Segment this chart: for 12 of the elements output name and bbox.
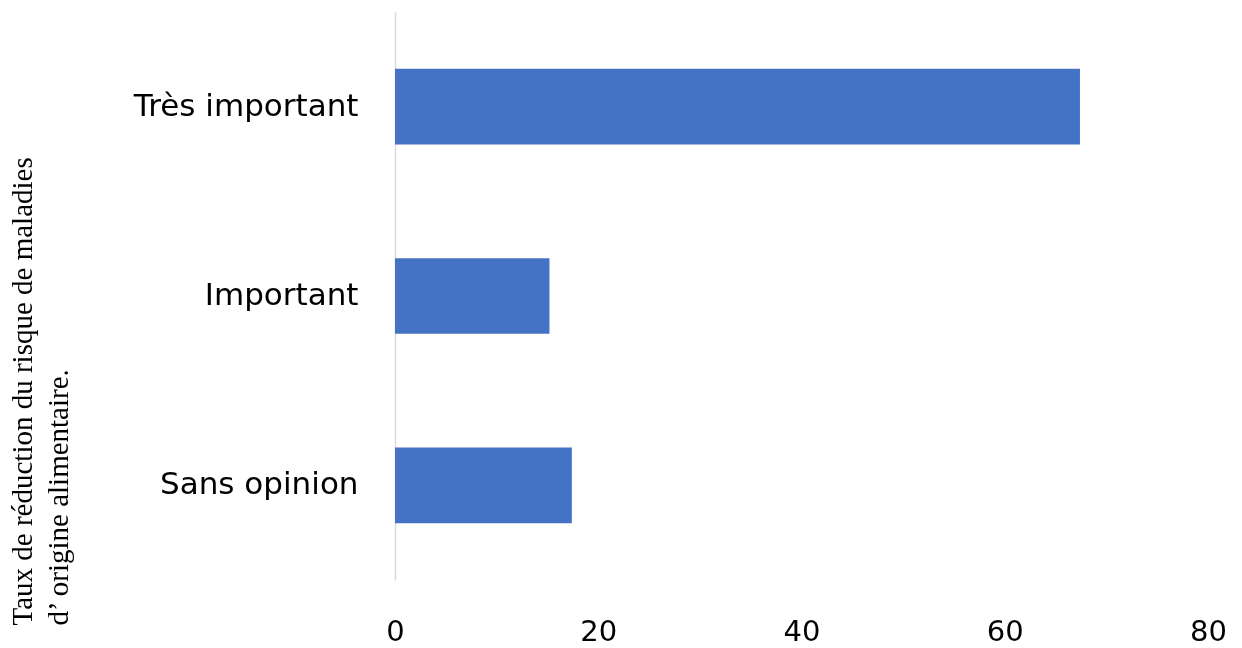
y-tick-label: Très important — [132, 86, 359, 123]
y-tick-label: Sans opinion — [160, 465, 359, 502]
bar — [395, 447, 572, 524]
x-tick-label: 0 — [386, 613, 405, 648]
y-axis-title: Taux de réduction du risque de maladies d’ origine alimentaire. — [5, 157, 74, 626]
x-tick-label: 80 — [1190, 613, 1227, 648]
bar — [395, 258, 550, 334]
bar — [395, 68, 1080, 145]
y-tick-label: Important — [204, 276, 359, 312]
x-tick-label: 60 — [986, 613, 1024, 648]
x-tick-label: 40 — [783, 613, 821, 648]
x-tick-label: 20 — [580, 613, 618, 648]
